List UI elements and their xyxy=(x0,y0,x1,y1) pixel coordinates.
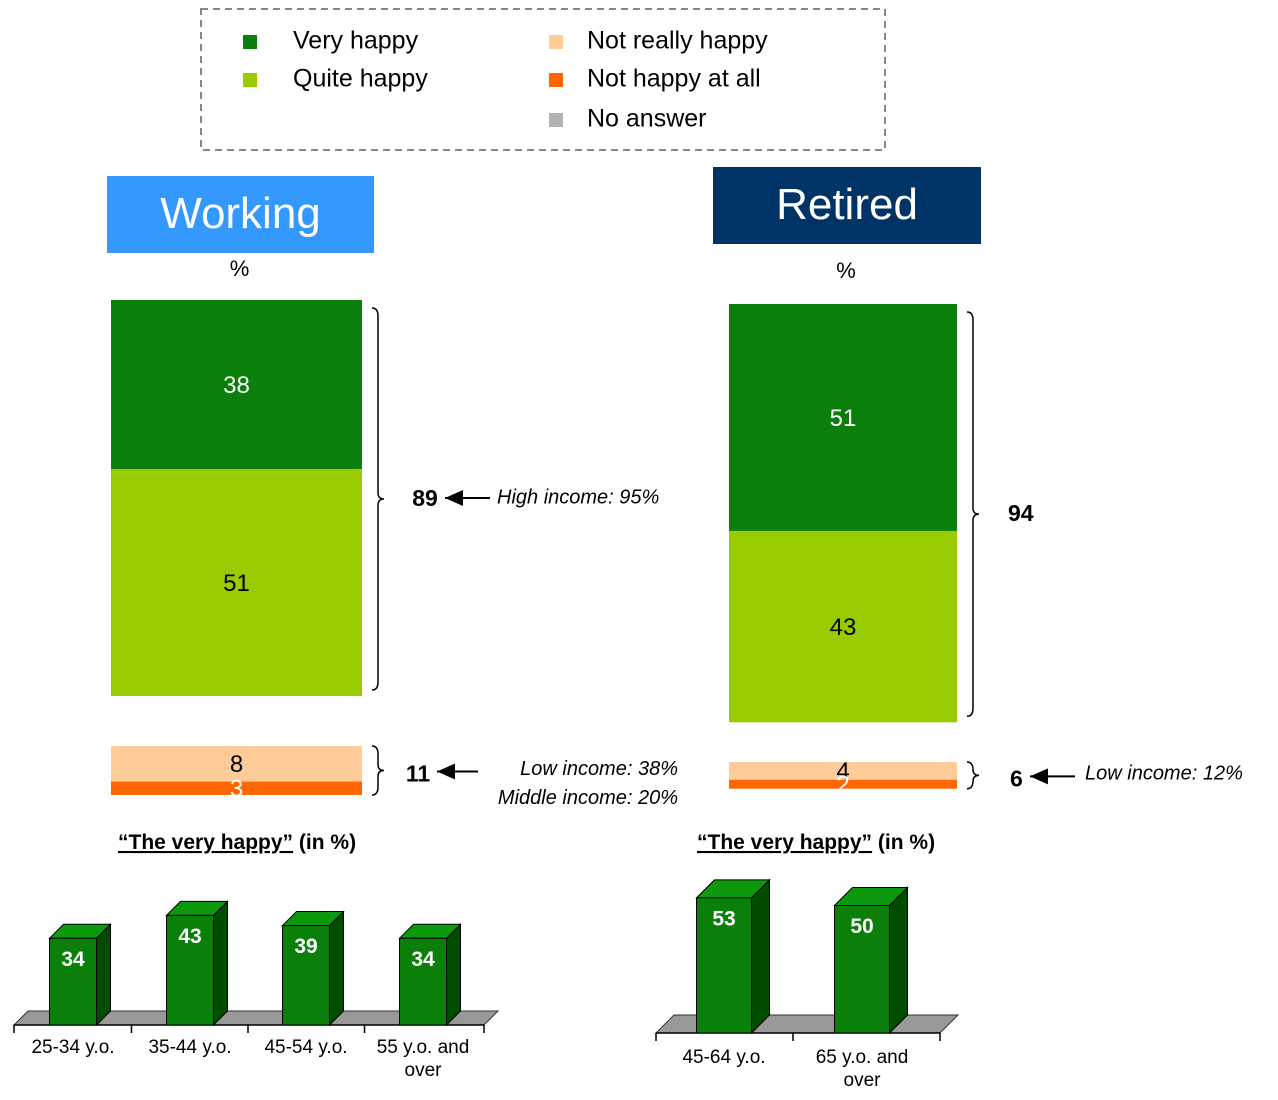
unit-label: % xyxy=(836,258,856,283)
note: Low income: 38% xyxy=(520,758,678,780)
bar-segment xyxy=(729,779,957,789)
segment-label: 51 xyxy=(223,570,250,597)
total-label: 89 xyxy=(412,485,438,511)
x-tick-label: 25-34 y.o. xyxy=(31,1037,115,1058)
legend-box xyxy=(200,8,886,151)
x-tick-label: 65 y.o. and over xyxy=(815,1047,909,1091)
panel-title: Working xyxy=(160,189,321,238)
bar-front xyxy=(166,914,214,1026)
legend-swatch xyxy=(549,113,563,127)
bar-segment xyxy=(111,746,362,782)
panel-title: Retired xyxy=(776,180,918,229)
x-tick-label: 35-44 y.o. xyxy=(148,1037,232,1058)
bar-side xyxy=(889,886,908,1035)
bracket xyxy=(371,745,385,796)
mini-title: “The very happy” (in %) xyxy=(118,831,356,854)
x-tick-label: 45-64 y.o. xyxy=(682,1047,766,1068)
x-tick-label: 55 y.o. and over xyxy=(376,1037,470,1081)
panel-title-bg xyxy=(713,167,981,244)
bar-segment xyxy=(111,300,362,470)
segment-label: 3 xyxy=(230,776,243,803)
segment-label: 4 xyxy=(836,758,849,785)
note: Middle income: 20% xyxy=(498,787,678,809)
legend-swatch xyxy=(243,73,257,87)
legend-label: Not happy at all xyxy=(587,65,761,93)
mini-title: “The very happy” (in %) xyxy=(697,831,935,854)
bar-side xyxy=(96,923,111,1027)
bracket xyxy=(966,311,980,718)
bar-label: 34 xyxy=(411,948,435,971)
segment-label: 2 xyxy=(836,772,849,799)
total-label: 6 xyxy=(1010,765,1023,791)
bar-front xyxy=(696,897,752,1034)
note: High income: 95% xyxy=(497,486,659,508)
total-label: 94 xyxy=(1008,500,1034,526)
bar-label: 50 xyxy=(850,915,873,938)
segment-label: 8 xyxy=(230,751,243,778)
bar-side xyxy=(329,910,344,1027)
bar-segment xyxy=(729,304,957,531)
bar-side xyxy=(446,923,461,1027)
bar-side xyxy=(213,900,228,1027)
total-label: 11 xyxy=(406,761,431,787)
legend-label: Quite happy xyxy=(293,65,428,93)
bar-label: 39 xyxy=(294,935,317,958)
panel-title-bg xyxy=(107,176,374,253)
arrow-head xyxy=(445,490,463,507)
bar-segment xyxy=(111,781,362,795)
legend-label: Not really happy xyxy=(587,27,768,55)
bracket xyxy=(371,307,385,691)
note: Low income: 12% xyxy=(1085,763,1243,785)
bar-front xyxy=(834,905,890,1034)
subtitle-text: (in %) xyxy=(299,831,356,854)
segment-label: 38 xyxy=(223,372,250,399)
legend-label: Very happy xyxy=(293,27,419,55)
bar-side xyxy=(751,878,770,1035)
bar-front xyxy=(282,925,330,1026)
bar-label: 43 xyxy=(178,925,201,948)
segment-label: 51 xyxy=(830,405,857,432)
legend-swatch xyxy=(549,73,563,87)
arrow-head xyxy=(437,763,455,780)
bar-label: 34 xyxy=(61,948,85,971)
bar-front xyxy=(399,937,447,1026)
title-text: “The very happy” xyxy=(118,831,293,854)
unit-label: % xyxy=(230,256,250,281)
bar-segment xyxy=(729,762,957,780)
bar-front xyxy=(49,937,97,1026)
legend-swatch xyxy=(243,35,257,49)
legend-label: No answer xyxy=(587,105,707,133)
legend-swatch xyxy=(549,35,563,49)
title-text: “The very happy” xyxy=(697,831,872,854)
bar-label: 53 xyxy=(712,907,735,930)
x-tick-label: 45-54 y.o. xyxy=(264,1037,348,1058)
bar-segment xyxy=(111,469,362,697)
bracket xyxy=(966,761,980,790)
bar-segment xyxy=(729,530,957,723)
arrow-head xyxy=(1030,768,1048,785)
subtitle-text: (in %) xyxy=(878,831,935,854)
segment-label: 43 xyxy=(830,614,857,641)
